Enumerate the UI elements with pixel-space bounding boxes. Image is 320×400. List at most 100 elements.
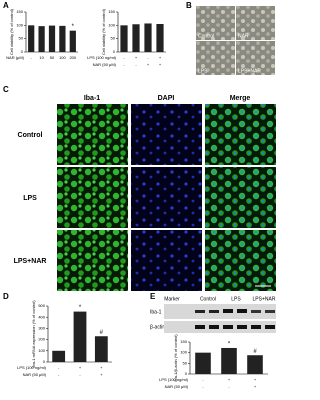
band xyxy=(251,310,261,313)
condition-label: NAR (μM) xyxy=(6,55,25,60)
condition-mark: + xyxy=(159,55,162,60)
y-tick-label: 150 xyxy=(16,9,23,14)
condition-mark: + xyxy=(228,377,231,382)
panel-label: B xyxy=(186,1,192,10)
band xyxy=(265,325,275,329)
y-tick-label: 300 xyxy=(38,325,45,330)
column-header: DAPI xyxy=(158,95,175,102)
band xyxy=(209,325,219,329)
condition-mark: - xyxy=(123,55,125,60)
image xyxy=(57,104,128,165)
condition-mark: + xyxy=(254,384,257,389)
band xyxy=(209,310,219,313)
bar xyxy=(195,352,211,374)
condition-mark: - xyxy=(147,55,149,60)
image-label: LPS xyxy=(198,68,208,74)
bar xyxy=(120,25,128,52)
image xyxy=(131,167,202,228)
condition-label: LPS (100 ng/ml) xyxy=(159,377,189,382)
band-label: β-actin xyxy=(150,324,165,330)
bar xyxy=(156,24,164,52)
band xyxy=(237,309,247,313)
image xyxy=(57,167,128,228)
y-tick-label: 100 xyxy=(38,348,45,353)
column-header: Merge xyxy=(230,95,251,102)
lane-label: LPS+NAR xyxy=(253,296,276,302)
condition-label: LPS (100 ng/ml) xyxy=(17,365,47,370)
image xyxy=(205,230,276,291)
lane-label: LPS xyxy=(231,296,241,302)
band xyxy=(265,310,275,313)
bar xyxy=(59,25,66,52)
bar xyxy=(132,24,140,52)
bar xyxy=(221,347,237,374)
bar xyxy=(94,336,108,362)
image xyxy=(205,104,276,165)
band xyxy=(251,325,261,329)
blot-strip xyxy=(164,304,276,319)
band xyxy=(195,310,205,313)
bar xyxy=(247,355,263,374)
row-header: LPS xyxy=(23,195,37,202)
image xyxy=(196,41,235,75)
condition-mark: + xyxy=(147,62,150,67)
image-label: Control xyxy=(198,33,214,39)
condition-mark: + xyxy=(159,62,162,67)
panel-label: C xyxy=(3,85,9,94)
band xyxy=(223,309,233,313)
condition-mark: + xyxy=(79,365,82,370)
panel-label: D xyxy=(3,292,9,301)
image-label: NAR xyxy=(238,33,249,39)
y-tick-label: 0 xyxy=(21,49,24,54)
y-tick-label: 0 xyxy=(43,359,46,364)
y-axis-title: Iba-1 mRNA expression (% of control) xyxy=(31,300,36,368)
condition-mark: + xyxy=(100,365,103,370)
y-tick-label: 400 xyxy=(38,314,45,319)
condition-mark: - xyxy=(228,384,230,389)
y-tick-label: 200 xyxy=(38,337,45,342)
condition-mark: 10 xyxy=(39,55,44,60)
y-tick-label: 50 xyxy=(19,36,24,41)
bar xyxy=(48,25,56,52)
bar xyxy=(52,350,66,362)
condition-mark: 50 xyxy=(50,55,55,60)
y-axis-title: Cell viability (% of control) xyxy=(9,8,14,55)
condition-mark: + xyxy=(100,372,103,377)
blot xyxy=(164,304,276,333)
band xyxy=(195,325,205,329)
condition-mark: + xyxy=(135,55,138,60)
condition-label: NAR (50 μM) xyxy=(93,62,117,67)
image xyxy=(236,41,275,75)
phase-images xyxy=(196,6,275,75)
image-label: LPS+NAR xyxy=(238,68,261,74)
lane-label: Marker xyxy=(164,296,180,302)
condition-label: NAR (50 μM) xyxy=(23,372,47,377)
image xyxy=(196,6,235,40)
y-tick-label: 100 xyxy=(108,22,115,27)
significance-mark: * xyxy=(72,24,75,30)
blot-strip xyxy=(164,321,276,333)
y-tick-label: 50 xyxy=(183,360,188,365)
fluorescence-images xyxy=(57,104,276,291)
panel-label: A xyxy=(3,1,9,10)
y-tick-label: 100 xyxy=(16,22,23,27)
condition-mark: - xyxy=(135,62,137,67)
row-header: LPS+NAR xyxy=(14,258,47,265)
condition-mark: + xyxy=(254,377,257,382)
bar xyxy=(144,23,152,52)
y-tick-label: 500 xyxy=(38,303,45,308)
y-tick-label: 150 xyxy=(108,9,115,14)
condition-mark: - xyxy=(202,384,204,389)
band xyxy=(237,325,247,329)
bar xyxy=(38,26,45,52)
condition-mark: - xyxy=(58,372,60,377)
condition-mark: 200 xyxy=(69,55,76,60)
y-tick-label: 0 xyxy=(185,371,188,376)
significance-mark: # xyxy=(100,330,104,336)
condition-mark: - xyxy=(79,372,81,377)
image xyxy=(205,167,276,228)
condition-label: LPS (100 ng/ml) xyxy=(87,55,117,60)
condition-mark: 100 xyxy=(59,55,66,60)
figure: B Control NAR LPS LPS+NAR C Iba-1 DAPI M… xyxy=(3,1,276,389)
condition-mark: - xyxy=(58,365,60,370)
